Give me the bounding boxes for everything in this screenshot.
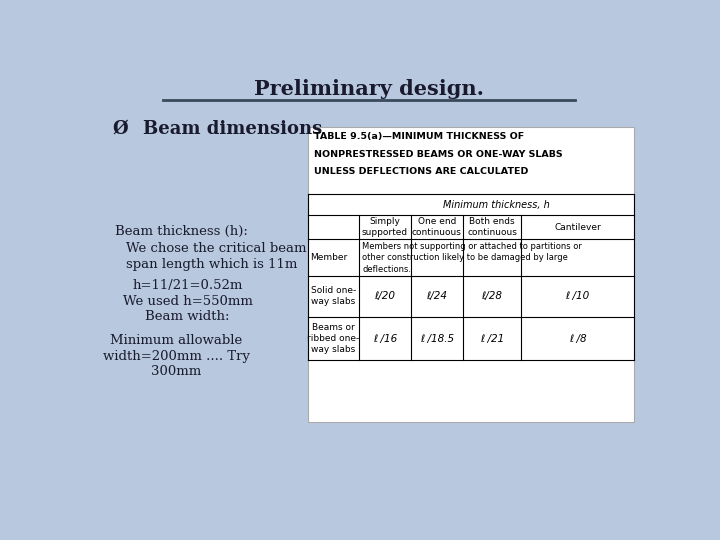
Text: ℓ /21: ℓ /21 xyxy=(480,334,504,343)
Text: Beams or
ribbed one-
way slabs: Beams or ribbed one- way slabs xyxy=(307,323,359,354)
Text: ℓ /16: ℓ /16 xyxy=(373,334,397,343)
Text: Minimum thickness, h: Minimum thickness, h xyxy=(443,199,550,210)
Text: Members not supporting or attached to partitions or
other construction likely to: Members not supporting or attached to pa… xyxy=(362,242,582,274)
Text: One end
continuous: One end continuous xyxy=(412,217,462,238)
Text: Both ends
continuous: Both ends continuous xyxy=(467,217,517,238)
Text: We used h=550mm: We used h=550mm xyxy=(122,295,253,308)
Text: Simply
supported: Simply supported xyxy=(362,217,408,238)
Text: h=11/21=0.52m: h=11/21=0.52m xyxy=(132,279,243,292)
Text: ℓ /10: ℓ /10 xyxy=(566,292,590,301)
Text: Minimum allowable: Minimum allowable xyxy=(110,334,243,347)
Text: Preliminary design.: Preliminary design. xyxy=(254,79,484,99)
Text: TABLE 9.5(a)—MINIMUM THICKNESS OF: TABLE 9.5(a)—MINIMUM THICKNESS OF xyxy=(315,132,525,141)
Text: ℓ /8: ℓ /8 xyxy=(569,334,587,343)
Text: Cantilever: Cantilever xyxy=(554,223,601,232)
Text: We chose the critical beam: We chose the critical beam xyxy=(126,242,307,255)
Text: Ø: Ø xyxy=(112,120,128,138)
Text: Beam thickness (h):: Beam thickness (h): xyxy=(115,225,248,238)
Text: Beam dimensions: Beam dimensions xyxy=(143,120,323,138)
Text: Member: Member xyxy=(310,253,348,262)
FancyBboxPatch shape xyxy=(307,127,634,422)
Text: ℓ/24: ℓ/24 xyxy=(426,292,447,301)
Text: span length which is 11m: span length which is 11m xyxy=(126,258,297,271)
Text: ℓ /18.5: ℓ /18.5 xyxy=(420,334,454,343)
Text: ℓ/28: ℓ/28 xyxy=(482,292,503,301)
Text: 300mm: 300mm xyxy=(151,365,202,378)
Text: NONPRESTRESSED BEAMS OR ONE-WAY SLABS: NONPRESTRESSED BEAMS OR ONE-WAY SLABS xyxy=(315,150,563,159)
Text: width=200mm .... Try: width=200mm .... Try xyxy=(103,349,250,363)
Text: Solid one-
way slabs: Solid one- way slabs xyxy=(310,286,356,307)
Text: Beam width:: Beam width: xyxy=(145,310,230,323)
Text: ℓ/20: ℓ/20 xyxy=(374,292,395,301)
Text: UNLESS DEFLECTIONS ARE CALCULATED: UNLESS DEFLECTIONS ARE CALCULATED xyxy=(315,167,528,176)
